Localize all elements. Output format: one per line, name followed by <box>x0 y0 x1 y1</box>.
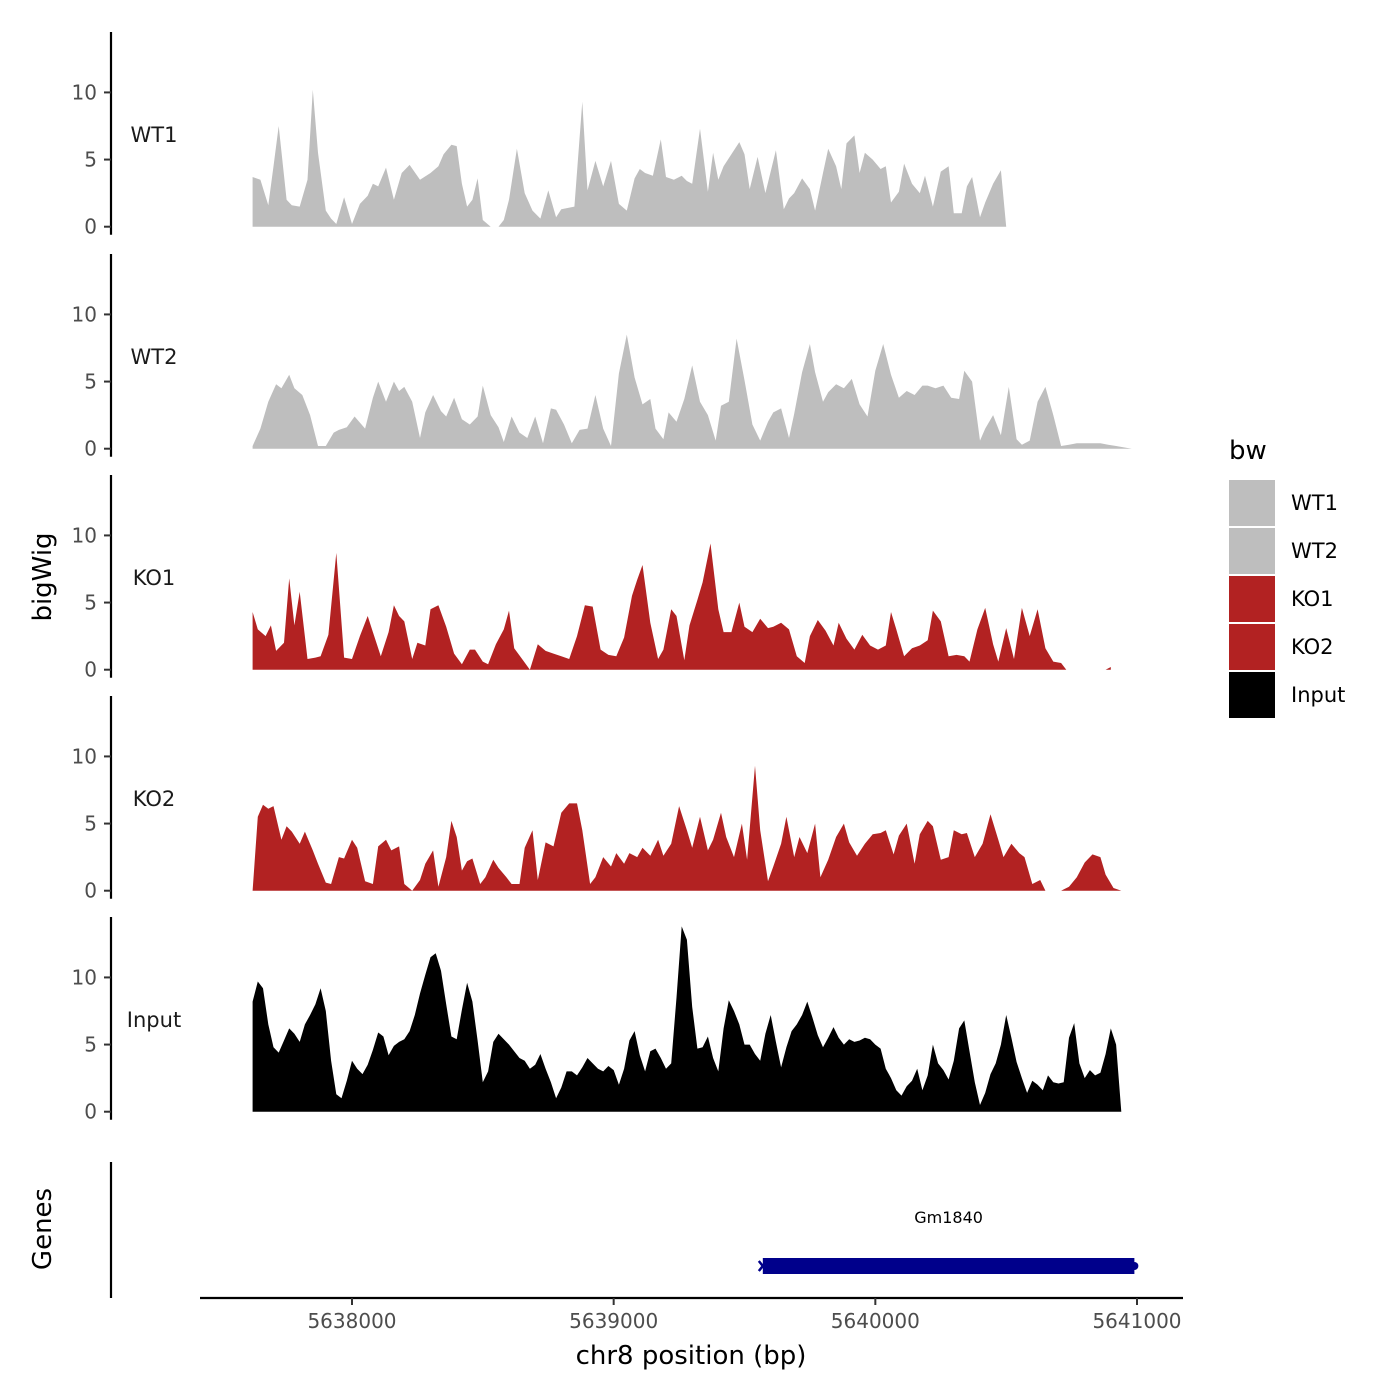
legend-label-ko2: KO2 <box>1291 635 1334 659</box>
area-ko1 <box>252 543 1111 670</box>
track-label: WT2 <box>131 345 178 369</box>
genes-panel: Genes Gm1840 <box>28 1162 1139 1298</box>
y-tick-label: 0 <box>84 215 97 239</box>
y-tick-label: 5 <box>84 1033 97 1057</box>
legend-label-wt2: WT2 <box>1291 539 1338 563</box>
legend-swatch-ko1 <box>1229 576 1275 622</box>
legend-label-wt1: WT1 <box>1291 491 1338 515</box>
y-tick-label: 0 <box>84 437 97 461</box>
track-ko2: 0 5 10 KO2 <box>72 696 1127 903</box>
y-tick-label: 0 <box>84 658 97 682</box>
track-label: WT1 <box>131 123 178 147</box>
legend-swatch-wt2 <box>1229 528 1275 574</box>
x-tick-label: 5641000 <box>1092 1309 1181 1333</box>
track-ko1: 0 5 10 KO1 <box>72 475 1111 682</box>
x-axis: chr8 position (bp) 5638000 5639000 5640000… <box>200 1296 1183 1371</box>
tracks: 0 5 10 WT1 0 5 10 WT2 0 5 10 KO1 0 5 10 KO2 0 5 10 Input <box>72 32 1132 1124</box>
track-wt2: 0 5 10 WT2 <box>72 254 1132 461</box>
y-tick-label: 10 <box>72 302 97 326</box>
y-tick-label: 5 <box>84 812 97 836</box>
legend-swatch-input <box>1229 672 1275 718</box>
gene-gm1840: Gm1840 <box>757 1208 1139 1274</box>
y-tick-label: 0 <box>84 879 97 903</box>
y-tick-label: 10 <box>72 80 97 104</box>
y-tick-label: 10 <box>72 965 97 989</box>
y-tick-label: 0 <box>84 1100 97 1124</box>
gene-body <box>762 1258 1135 1274</box>
y-tick-label: 10 <box>72 523 97 547</box>
legend-label-ko1: KO1 <box>1291 587 1334 611</box>
y-axis-title: bigWig <box>28 532 58 621</box>
track-wt1: 0 5 10 WT1 <box>72 32 1007 239</box>
area-ko2 <box>252 765 1127 891</box>
gene-label: Gm1840 <box>914 1208 983 1227</box>
y-tick-label: 10 <box>72 744 97 768</box>
x-axis-title: chr8 position (bp) <box>576 1341 807 1371</box>
legend-title: bw <box>1229 436 1267 466</box>
x-tick-label: 5638000 <box>307 1309 396 1333</box>
gene-start-marker <box>757 1260 768 1272</box>
y-tick-label: 5 <box>84 148 97 172</box>
y-tick-label: 5 <box>84 370 97 394</box>
track-label: KO1 <box>133 566 176 590</box>
gene-end-marker <box>1130 1262 1139 1270</box>
area-wt2 <box>252 334 1132 449</box>
track-label: KO2 <box>133 787 176 811</box>
area-wt1 <box>252 89 1007 227</box>
genes-label: Genes <box>28 1188 58 1270</box>
x-tick-label: 5640000 <box>831 1309 920 1333</box>
legend-swatch-wt1 <box>1229 480 1275 526</box>
legend-label-input: Input <box>1291 683 1345 707</box>
track-input: 0 5 10 Input <box>72 917 1122 1124</box>
legend-swatch-ko2 <box>1229 624 1275 670</box>
track-label: Input <box>127 1008 181 1032</box>
legend: bw WT1 WT2 KO1 KO2 Input <box>1229 436 1345 718</box>
y-tick-label: 5 <box>84 591 97 615</box>
area-input <box>252 926 1122 1112</box>
x-tick-label: 5639000 <box>569 1309 658 1333</box>
